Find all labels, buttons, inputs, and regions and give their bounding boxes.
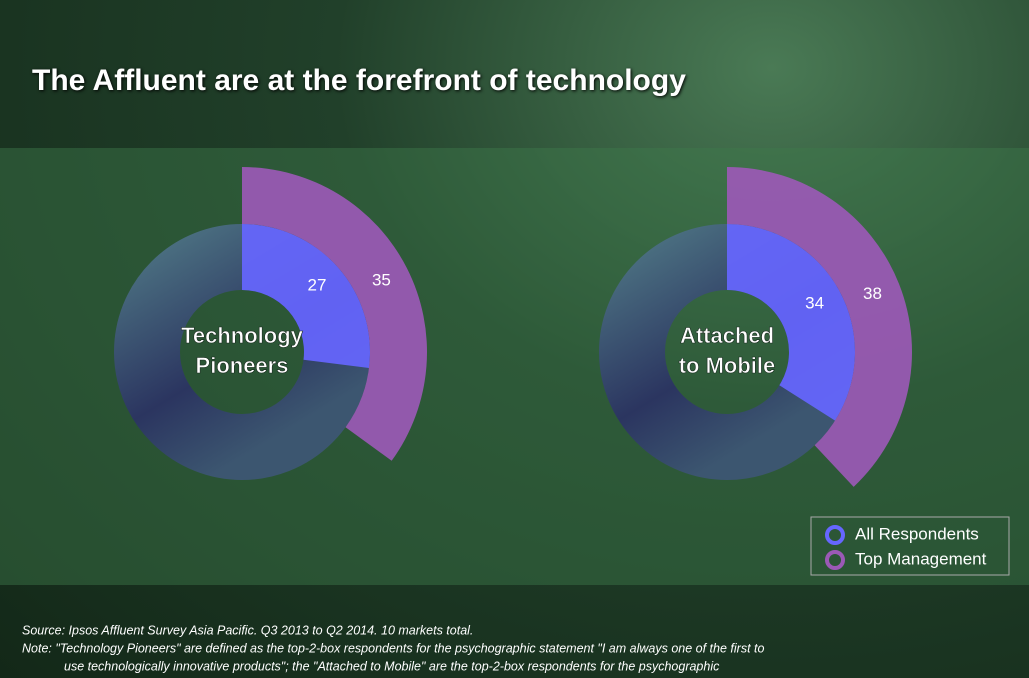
data-label: 27 bbox=[308, 275, 327, 294]
note: Note: "Technology Pioneers" are defined … bbox=[22, 641, 764, 655]
center-label: Technology bbox=[181, 323, 304, 348]
donut-segment bbox=[242, 224, 371, 369]
data-label: 38 bbox=[863, 284, 882, 303]
legend-swatch bbox=[825, 525, 845, 545]
legend-swatch bbox=[825, 550, 845, 570]
donut-segment bbox=[727, 167, 912, 487]
source: Source: Ipsos Affluent Survey Asia Pacif… bbox=[22, 623, 473, 637]
data-label: 34 bbox=[805, 293, 824, 312]
center-label: Attached bbox=[680, 323, 774, 348]
note: use technologically innovative products"… bbox=[64, 659, 720, 673]
donut-segment bbox=[727, 224, 855, 421]
legend-label: Top Management bbox=[855, 549, 987, 568]
legend-box bbox=[810, 516, 1010, 576]
donut-segment bbox=[242, 167, 428, 461]
center-label: Pioneers bbox=[196, 353, 289, 378]
data-label: 35 bbox=[372, 270, 391, 289]
legend-label: All Respondents bbox=[855, 524, 979, 543]
center-label: to Mobile bbox=[679, 353, 776, 378]
slide-title: The Affluent are at the forefront of tec… bbox=[32, 64, 686, 97]
